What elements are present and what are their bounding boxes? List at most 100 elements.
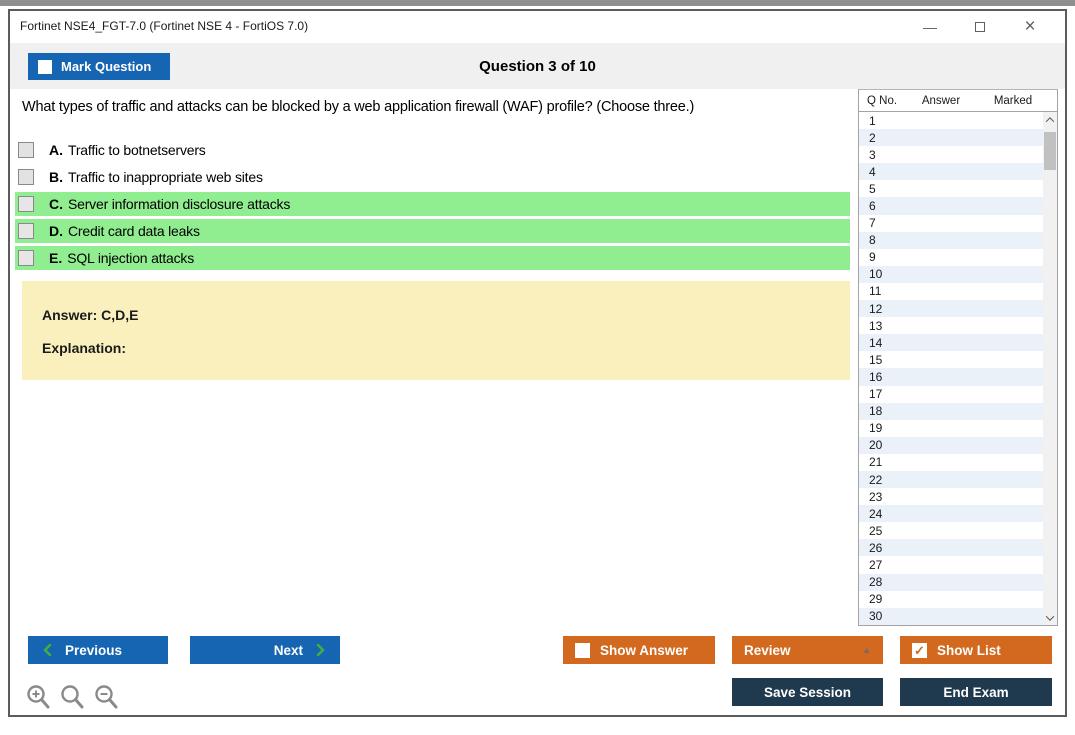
scrollbar-down-icon[interactable] bbox=[1043, 610, 1057, 625]
review-dropdown[interactable]: Review ▲ bbox=[732, 636, 883, 664]
app-window: Fortinet NSE4_FGT-7.0 (Fortinet NSE 4 - … bbox=[8, 9, 1067, 717]
question-list-row[interactable]: 13 bbox=[859, 317, 1043, 334]
question-list-row[interactable]: 30 bbox=[859, 607, 1043, 625]
scrollbar-up-icon[interactable] bbox=[1043, 112, 1057, 127]
show-answer-checkbox[interactable] bbox=[575, 642, 590, 658]
question-list-row[interactable]: 14 bbox=[859, 334, 1043, 352]
row-question-number: 30 bbox=[869, 609, 883, 624]
question-list-row[interactable]: 29 bbox=[859, 591, 1043, 608]
question-list-row[interactable]: 11 bbox=[859, 283, 1043, 300]
question-list-panel: Q No. Answer Marked 1 2 3 4 5 6 7 8 9 10 11 12 13 14 1… bbox=[858, 89, 1058, 626]
option-letter: B. bbox=[49, 169, 63, 185]
row-question-number: 13 bbox=[869, 318, 883, 333]
previous-button[interactable]: Previous bbox=[28, 636, 168, 664]
minimize-icon[interactable]: — bbox=[923, 19, 937, 35]
row-question-number: 23 bbox=[869, 489, 883, 504]
question-list-row[interactable]: 19 bbox=[859, 420, 1043, 437]
option-row-C[interactable]: C. Server information disclosure attacks bbox=[15, 192, 850, 216]
titlebar: Fortinet NSE4_FGT-7.0 (Fortinet NSE 4 - … bbox=[10, 11, 1065, 43]
question-list-row[interactable]: 26 bbox=[859, 539, 1043, 557]
question-list-row[interactable]: 25 bbox=[859, 522, 1043, 539]
option-row-B[interactable]: B. Traffic to inappropriate web sites bbox=[15, 165, 850, 189]
show-answer-button[interactable]: Show Answer bbox=[563, 636, 715, 664]
save-session-button[interactable]: Save Session bbox=[732, 678, 883, 706]
row-question-number: 9 bbox=[869, 250, 876, 265]
zoom-toolbar bbox=[25, 683, 120, 711]
zoom-out-icon[interactable] bbox=[93, 683, 120, 711]
question-list-row[interactable]: 1 bbox=[859, 112, 1043, 129]
option-letter: E. bbox=[49, 250, 63, 266]
question-list-row[interactable]: 18 bbox=[859, 402, 1043, 420]
question-list-row[interactable]: 20 bbox=[859, 436, 1043, 454]
row-question-number: 20 bbox=[869, 438, 883, 453]
explanation-label: Explanation: bbox=[42, 340, 127, 356]
row-question-number: 17 bbox=[869, 387, 883, 402]
question-list-row[interactable]: 21 bbox=[859, 454, 1043, 471]
maximize-icon[interactable] bbox=[955, 11, 1005, 43]
question-list-row[interactable]: 10 bbox=[859, 265, 1043, 283]
row-question-number: 14 bbox=[869, 335, 883, 350]
chevron-left-icon bbox=[43, 643, 52, 657]
zoom-in-icon[interactable] bbox=[25, 683, 52, 711]
option-checkbox[interactable] bbox=[18, 196, 34, 212]
row-question-number: 18 bbox=[869, 404, 883, 419]
scrollbar[interactable] bbox=[1043, 112, 1057, 625]
option-letter: A. bbox=[49, 142, 63, 158]
next-button[interactable]: Next bbox=[190, 636, 340, 664]
show-list-label: Show List bbox=[937, 642, 1001, 658]
question-list-row[interactable]: 5 bbox=[859, 180, 1043, 197]
question-list-row[interactable]: 6 bbox=[859, 197, 1043, 215]
column-answer: Answer bbox=[921, 94, 961, 107]
question-list-row[interactable]: 24 bbox=[859, 505, 1043, 523]
row-question-number: 29 bbox=[869, 592, 883, 607]
question-list-row[interactable]: 9 bbox=[859, 249, 1043, 266]
question-list-row[interactable]: 8 bbox=[859, 231, 1043, 249]
option-checkbox[interactable] bbox=[18, 142, 34, 158]
option-checkbox[interactable] bbox=[18, 169, 34, 185]
option-row-D[interactable]: D. Credit card data leaks bbox=[15, 219, 850, 243]
window-controls: — × bbox=[905, 11, 1055, 43]
row-question-number: 16 bbox=[869, 369, 883, 384]
question-list-row[interactable]: 4 bbox=[859, 163, 1043, 181]
end-exam-button[interactable]: End Exam bbox=[900, 678, 1052, 706]
row-question-number: 15 bbox=[869, 352, 883, 367]
show-list-button[interactable]: ✓ Show List bbox=[900, 636, 1052, 664]
close-icon[interactable]: × bbox=[1024, 16, 1036, 37]
row-question-number: 22 bbox=[869, 472, 883, 487]
row-question-number: 11 bbox=[869, 284, 882, 299]
row-question-number: 5 bbox=[869, 181, 876, 196]
mark-question-button[interactable]: Mark Question bbox=[28, 53, 170, 80]
show-answer-label: Show Answer bbox=[600, 642, 689, 658]
question-list-row[interactable]: 7 bbox=[859, 215, 1043, 232]
question-list-row[interactable]: 22 bbox=[859, 470, 1043, 489]
answer-value: Answer: C,D,E bbox=[42, 307, 139, 323]
question-list-row[interactable]: 12 bbox=[859, 300, 1043, 318]
row-question-number: 27 bbox=[869, 557, 883, 572]
option-checkbox[interactable] bbox=[18, 223, 34, 239]
option-row-E[interactable]: E. SQL injection attacks bbox=[15, 246, 850, 270]
question-list-row[interactable]: 28 bbox=[859, 573, 1043, 591]
save-session-label: Save Session bbox=[763, 684, 852, 700]
option-row-A[interactable]: A. Traffic to botnetservers bbox=[15, 138, 850, 162]
option-checkbox[interactable] bbox=[18, 250, 34, 266]
row-question-number: 21 bbox=[869, 455, 883, 470]
scrollbar-thumb[interactable] bbox=[1044, 132, 1056, 170]
row-question-number: 28 bbox=[869, 575, 883, 590]
mark-question-checkbox[interactable] bbox=[38, 59, 52, 74]
question-list-row[interactable]: 3 bbox=[859, 146, 1043, 163]
question-list-row[interactable]: 17 bbox=[859, 386, 1043, 403]
show-list-checkbox[interactable]: ✓ bbox=[912, 642, 927, 658]
question-list-row[interactable]: 27 bbox=[859, 556, 1043, 573]
review-label: Review bbox=[744, 642, 791, 658]
dropdown-arrow-icon: ▲ bbox=[862, 645, 871, 655]
column-marked: Marked bbox=[993, 94, 1033, 107]
question-text: What types of traffic and attacks can be… bbox=[22, 99, 695, 115]
zoom-reset-icon[interactable] bbox=[59, 683, 86, 711]
option-text: Traffic to inappropriate web sites bbox=[68, 169, 263, 185]
question-list-row[interactable]: 16 bbox=[859, 368, 1043, 386]
question-list-row[interactable]: 2 bbox=[859, 129, 1043, 147]
header-strip: Question 3 of 10 Mark Question bbox=[10, 43, 1065, 89]
question-list-row[interactable]: 23 bbox=[859, 488, 1043, 505]
question-list-row[interactable]: 15 bbox=[859, 351, 1043, 368]
end-exam-label: End Exam bbox=[943, 684, 1009, 700]
